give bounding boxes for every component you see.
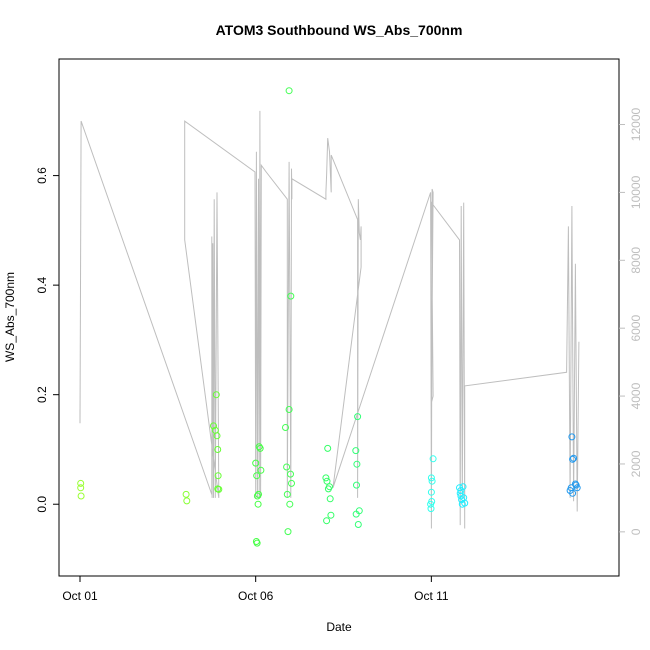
data-point bbox=[215, 485, 223, 493]
data-point bbox=[326, 495, 334, 503]
data-point bbox=[283, 490, 291, 498]
data-point bbox=[77, 492, 85, 500]
data-point bbox=[429, 455, 437, 463]
data-point bbox=[77, 484, 85, 492]
data-point bbox=[212, 391, 220, 399]
data-point bbox=[253, 539, 261, 547]
y2-tick-label: 6000 bbox=[629, 315, 643, 342]
data-point bbox=[285, 87, 293, 95]
data-point bbox=[252, 459, 260, 467]
data-point bbox=[324, 444, 332, 452]
data-point bbox=[427, 500, 435, 508]
data-point bbox=[456, 489, 464, 497]
x-tick-label: Oct 01 bbox=[62, 589, 98, 603]
y-axis: 0.0 0.2 0.4 0.6 bbox=[35, 167, 59, 513]
data-point bbox=[288, 479, 295, 487]
data-point bbox=[571, 480, 579, 488]
data-point bbox=[210, 422, 217, 430]
data-point bbox=[214, 472, 222, 480]
y-tick-label: 0.4 bbox=[35, 276, 49, 293]
data-point bbox=[253, 492, 261, 500]
data-point bbox=[257, 466, 265, 474]
y-tick-label: 0.2 bbox=[35, 386, 49, 403]
data-point bbox=[353, 481, 360, 489]
data-point bbox=[352, 447, 360, 455]
x-axis-label: Date bbox=[326, 620, 352, 634]
data-point bbox=[569, 455, 577, 463]
data-point bbox=[353, 460, 361, 468]
data-point bbox=[287, 292, 295, 300]
data-point bbox=[457, 487, 465, 494]
data-point bbox=[254, 500, 262, 508]
data-point bbox=[255, 490, 262, 498]
y2-tick-label: 4000 bbox=[629, 382, 643, 409]
data-point bbox=[427, 488, 435, 496]
data-point bbox=[213, 432, 221, 440]
data-point bbox=[573, 484, 581, 492]
altitude-layer bbox=[79, 110, 580, 529]
data-point bbox=[427, 474, 435, 482]
plot-frame bbox=[58, 58, 620, 577]
x-tick-label: Oct 11 bbox=[414, 589, 449, 603]
data-point bbox=[428, 477, 436, 485]
data-point bbox=[327, 511, 335, 519]
altitude-line bbox=[79, 110, 580, 529]
data-point bbox=[214, 446, 222, 453]
data-point bbox=[568, 433, 576, 441]
data-point bbox=[326, 483, 333, 491]
data-point bbox=[461, 499, 469, 507]
chart-title: ATOM3 Southbound WS_Abs_700nm bbox=[216, 22, 463, 38]
data-point bbox=[287, 470, 294, 478]
data-point bbox=[322, 474, 330, 482]
data-point bbox=[282, 424, 289, 431]
y-axis-label: WS_Abs_700nm bbox=[3, 272, 17, 362]
y2-tick-label: 2000 bbox=[629, 450, 643, 477]
data-point bbox=[355, 507, 363, 515]
y2-tick-label: 12000 bbox=[629, 108, 643, 142]
y2-tick-label: 10000 bbox=[629, 175, 643, 209]
data-point bbox=[255, 443, 263, 451]
y2-tick-label: 0 bbox=[629, 528, 643, 535]
points-layer bbox=[77, 87, 581, 547]
data-point bbox=[253, 472, 261, 480]
data-point bbox=[569, 489, 577, 497]
data-point bbox=[283, 463, 291, 471]
y-tick-label: 0.0 bbox=[35, 496, 49, 513]
data-point bbox=[286, 500, 294, 508]
data-point bbox=[354, 521, 362, 528]
secondary-y-axis: 0 2000 4000 6000 8000 10000 12000 bbox=[619, 108, 643, 535]
y2-tick-label: 8000 bbox=[629, 247, 643, 274]
data-point bbox=[284, 528, 292, 536]
data-point bbox=[459, 483, 467, 491]
data-point bbox=[323, 477, 331, 485]
data-point bbox=[570, 454, 578, 462]
data-point bbox=[77, 479, 85, 487]
data-point bbox=[285, 406, 293, 413]
data-point bbox=[354, 413, 362, 421]
data-point bbox=[256, 444, 264, 452]
data-point bbox=[183, 497, 191, 505]
x-axis: Oct 01 Oct 06 Oct 11 bbox=[62, 576, 449, 603]
x-tick-label: Oct 06 bbox=[238, 589, 274, 603]
data-point bbox=[323, 517, 331, 525]
y-tick-label: 0.6 bbox=[35, 167, 49, 184]
data-point bbox=[427, 505, 435, 513]
data-point bbox=[182, 490, 190, 498]
